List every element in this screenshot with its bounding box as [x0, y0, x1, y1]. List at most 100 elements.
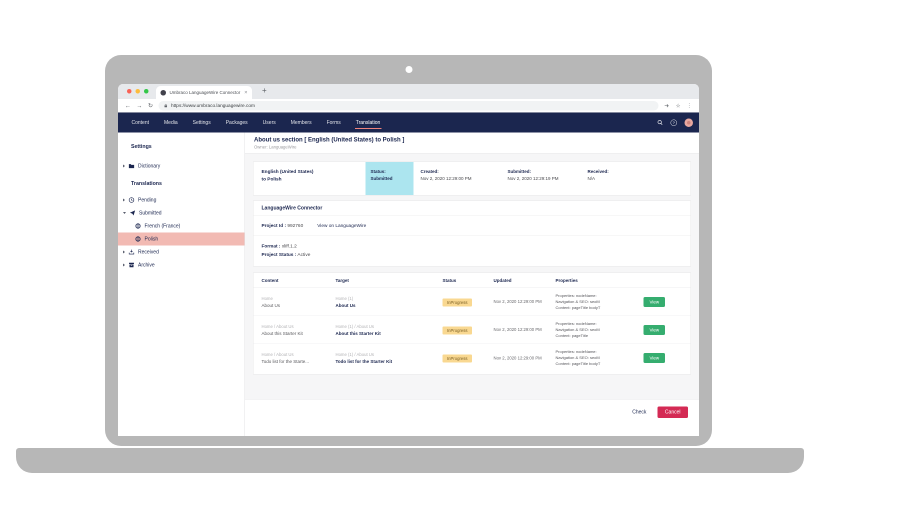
format-field: Format : xliff.1.2 [261, 243, 297, 250]
sidebar-item-label: Dictionary [138, 163, 161, 169]
action-footer: Check Cancel [245, 399, 699, 436]
sidebar-item-label: Received [138, 249, 159, 255]
tab-close-icon[interactable]: × [244, 89, 248, 96]
sidebar-item-label: French (France) [144, 223, 181, 229]
sidebar-item-dictionary[interactable]: Dictionary [118, 160, 245, 173]
submitted-field: Submitted: Nov 2, 2020 12:29:19 PM [507, 169, 559, 181]
collapse-caret-icon[interactable] [123, 212, 126, 214]
refresh-icon[interactable]: ↻ [148, 102, 154, 109]
sidebar: Settings Dictionary Translations [118, 132, 245, 436]
sidebar-item-archive[interactable]: Archive [118, 259, 245, 272]
forward-icon[interactable]: → [136, 102, 143, 109]
content-area: English (United States) to Polish Status… [245, 154, 699, 400]
inprogress-badge: InProgress [442, 298, 473, 307]
received-field: Received: N/A [587, 169, 609, 181]
browser-menu-icon[interactable]: ⋮ [686, 102, 693, 109]
browser-tab[interactable]: Umbraco LanguageWire Connector × [156, 86, 252, 99]
browser-window: Umbraco LanguageWire Connector × + ← → ↻… [118, 84, 699, 436]
sidebar-item-pending[interactable]: Pending [118, 194, 245, 207]
table-header-row: Content Target Status Updated Properties [253, 273, 691, 289]
paper-plane-icon [129, 210, 136, 216]
cancel-button[interactable]: Cancel [657, 406, 688, 418]
sidebar-item-label: Polish [144, 236, 159, 242]
bookmark-star-icon[interactable]: ☆ [675, 102, 681, 109]
expand-caret-icon[interactable] [123, 263, 125, 267]
browser-tab-bar: Umbraco LanguageWire Connector × + [118, 84, 699, 99]
url-text: https://www.umbraco.languagewire.com [171, 102, 255, 109]
content-cell: Home About Us [261, 295, 281, 308]
minimize-window-icon[interactable] [135, 89, 140, 94]
table-row: Home About Us Home (1) About Us InProgre… [253, 288, 691, 317]
updated-cell: Nov 2, 2020 12:29:00 PM [493, 299, 542, 305]
nav-item-users[interactable]: Users [262, 119, 276, 126]
clock-icon [128, 197, 135, 203]
properties-cell: Properties: nodeName: Navigation & SEO: … [555, 293, 601, 310]
sidebar-item-label: Archive [138, 262, 155, 268]
sidebar-item-received[interactable]: Received [118, 246, 245, 259]
close-window-icon[interactable] [127, 89, 132, 94]
back-icon[interactable]: ← [125, 102, 131, 109]
inprogress-badge: InProgress [442, 326, 473, 335]
help-icon[interactable]: ? [670, 119, 677, 126]
properties-cell: Properties: nodeName: Navigation & SEO: … [555, 349, 601, 367]
language-pair: English (United States) to Polish [261, 169, 314, 182]
sidebar-item-french[interactable]: French (France) [118, 220, 245, 233]
address-bar[interactable]: https://www.umbraco.languagewire.com [158, 100, 659, 111]
status-cell: InProgress [442, 297, 494, 307]
webcam-icon [405, 66, 412, 73]
updated-cell: Nov 2, 2020 12:29:00 PM [493, 355, 542, 361]
lock-icon [164, 103, 169, 108]
view-button[interactable]: View [643, 353, 666, 364]
sidebar-item-polish[interactable]: Polish [118, 232, 245, 246]
table-row: Home / About Us Todo list for the Starte… [254, 344, 691, 372]
page-header: About us section [ English (United State… [245, 132, 699, 154]
expand-caret-icon[interactable] [123, 164, 125, 168]
status-badge: Status: Submitted [365, 162, 414, 195]
check-button[interactable]: Check [628, 407, 650, 419]
share-icon[interactable] [664, 103, 670, 109]
page-title: About us section [ English (United State… [254, 136, 405, 143]
browser-url-bar: ← → ↻ https://www.umbraco.languagewire.c… [118, 99, 699, 113]
new-tab-icon[interactable]: + [262, 86, 267, 96]
view-button[interactable]: View [643, 324, 666, 335]
col-header-target: Target [335, 278, 349, 284]
col-header-content: Content [261, 278, 279, 284]
zoom-window-icon[interactable] [144, 89, 149, 94]
connector-title: LanguageWire Connector [253, 201, 691, 216]
sidebar-item-submitted[interactable]: Submitted [118, 207, 245, 220]
table-row: Home / About Us About this Starter Kit H… [253, 316, 691, 345]
nav-item-translation[interactable]: Translation [348, 113, 388, 133]
status-cell: InProgress [442, 325, 494, 335]
main-panel: About us section [ English (United State… [245, 132, 699, 436]
sidebar-translations-header: Translations [131, 180, 162, 187]
nav-item-content[interactable]: Content [131, 119, 150, 126]
inprogress-badge: InProgress [442, 354, 473, 363]
sidebar-settings-header: Settings [131, 143, 152, 150]
laptop-screen: Umbraco LanguageWire Connector × + ← → ↻… [105, 55, 712, 446]
search-icon[interactable] [657, 120, 663, 126]
globe-icon [135, 223, 141, 229]
updated-cell: Nov 2, 2020 12:29:00 PM [493, 327, 542, 333]
view-on-languagewire-link[interactable]: View on LanguageWire [317, 223, 367, 229]
nav-item-members[interactable]: Members [290, 119, 312, 126]
target-cell: Home (1) / About Us Todo list for the St… [335, 352, 393, 365]
expand-caret-icon[interactable] [123, 198, 125, 202]
view-button[interactable]: View [643, 296, 666, 307]
nav-item-forms[interactable]: Forms [326, 119, 341, 126]
nav-item-settings[interactable]: Settings [192, 119, 211, 126]
created-field: Created: Nov 2, 2020 12:29:00 PM [420, 169, 472, 181]
col-header-updated: Updated [493, 278, 512, 284]
download-tray-icon [128, 249, 135, 255]
user-avatar[interactable] [684, 118, 693, 127]
nav-item-packages[interactable]: Packages [225, 119, 248, 126]
tab-favicon-icon [160, 89, 166, 96]
tab-title: Umbraco LanguageWire Connector [169, 90, 241, 95]
properties-cell: Properties: nodeName: Navigation & SEO: … [555, 321, 600, 338]
summary-card: English (United States) to Polish Status… [253, 161, 691, 196]
project-id: Project Id : 992760 [261, 223, 304, 229]
expand-caret-icon[interactable] [123, 250, 125, 254]
nav-item-media[interactable]: Media [164, 119, 178, 126]
pages-table: Content Target Status Updated Properties [253, 272, 691, 375]
connector-card: LanguageWire Connector Project Id : 9927… [253, 200, 691, 267]
